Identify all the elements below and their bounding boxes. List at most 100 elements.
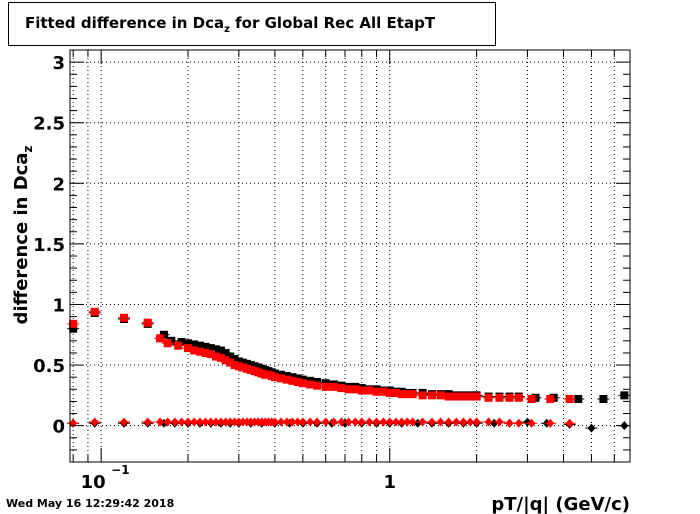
- data-point: [90, 417, 99, 427]
- data-point: [156, 334, 165, 343]
- data-point: [546, 394, 555, 403]
- data-point: [436, 417, 445, 427]
- data-point: [379, 417, 388, 427]
- data-point: [156, 417, 165, 427]
- data-point: [234, 362, 243, 371]
- data-point: [385, 417, 394, 427]
- data-point: [163, 339, 172, 348]
- x-tick-label-exponent: −1: [111, 463, 129, 477]
- data-point: [505, 393, 514, 402]
- data-point: [184, 417, 193, 427]
- data-point: [565, 418, 574, 428]
- data-point: [143, 417, 152, 427]
- y-tick-label: 2: [52, 174, 65, 195]
- data-point: [184, 339, 193, 348]
- data-point: [444, 417, 453, 427]
- data-point: [277, 374, 286, 383]
- data-point: [190, 346, 199, 355]
- data-point: [90, 307, 99, 316]
- data-point: [201, 342, 210, 351]
- data-point: [337, 384, 346, 393]
- data-point: [365, 417, 374, 427]
- data-point: [230, 355, 239, 363]
- data-point: [527, 394, 536, 403]
- data-point: [514, 393, 523, 402]
- data-point: [293, 378, 302, 387]
- data-point: [221, 356, 230, 365]
- data-point: [195, 347, 204, 356]
- data-point: [408, 390, 417, 399]
- data-point: [459, 417, 468, 427]
- y-tick-label: 2.5: [33, 114, 65, 135]
- grid-lines: [70, 50, 630, 462]
- data-point: [527, 418, 536, 428]
- data-point: [574, 394, 583, 403]
- data-point: [270, 417, 279, 427]
- data-point: [270, 373, 279, 382]
- data-point: [306, 380, 315, 389]
- data-point: [119, 313, 128, 322]
- data-point: [565, 394, 574, 403]
- y-tick-label: 1.5: [33, 235, 65, 256]
- data-point: [211, 352, 220, 361]
- data-point: [546, 418, 555, 428]
- data-point: [365, 386, 374, 395]
- chart-title: Fitted difference in Dcaz for Global Rec…: [25, 14, 435, 35]
- data-point: [505, 418, 514, 428]
- data-point: [391, 388, 400, 397]
- data-point: [206, 344, 215, 353]
- data-point: [206, 350, 215, 359]
- title-main: Fitted difference in Dca: [25, 14, 225, 32]
- data-point: [351, 417, 360, 427]
- data-point: [313, 417, 322, 427]
- data-point: [306, 417, 315, 427]
- data-point: [143, 318, 152, 327]
- data-point: [351, 385, 360, 394]
- data-point: [313, 381, 322, 390]
- data-point: [234, 357, 243, 366]
- x-axis-label: pT/|q| (GeV/c): [491, 494, 630, 514]
- data-point: [190, 340, 199, 349]
- y-tick-label: 0.5: [33, 356, 65, 377]
- data-point: [298, 379, 307, 388]
- data-point: [357, 417, 366, 427]
- data-point: [221, 348, 230, 357]
- data-point: [495, 393, 504, 402]
- data-point: [216, 346, 225, 355]
- data-point: [211, 345, 220, 354]
- data-point: [321, 382, 330, 391]
- timestamp: Wed May 16 12:29:42 2018: [6, 497, 175, 510]
- data-point: [466, 392, 475, 401]
- data-point: [452, 417, 461, 427]
- data-point: [599, 394, 608, 403]
- data-point: [298, 417, 307, 427]
- data-point: [472, 417, 481, 427]
- data-point: [288, 376, 297, 385]
- data-point: [372, 387, 381, 396]
- data-point: [587, 423, 596, 433]
- data-point: [379, 387, 388, 396]
- data-point: [337, 417, 346, 427]
- data-point: [184, 344, 193, 353]
- data-point: [418, 417, 427, 427]
- data-point: [344, 417, 353, 427]
- data-point: [490, 418, 499, 428]
- data-point: [620, 391, 629, 400]
- data-point: [344, 385, 353, 394]
- data-point: [452, 392, 461, 401]
- data-point: [201, 348, 210, 357]
- data-point: [321, 417, 330, 427]
- x-tick-label: 10: [81, 472, 106, 493]
- data-point: [514, 418, 523, 428]
- data-point: [495, 417, 504, 427]
- axis-ticks: [70, 49, 630, 463]
- data-point: [444, 392, 453, 401]
- title-box: Fitted difference in Dcaz for Global Rec…: [8, 2, 496, 46]
- data-point: [385, 388, 394, 397]
- data-point: [472, 392, 481, 401]
- data-point: [163, 417, 172, 427]
- y-tick-label: 1: [52, 295, 65, 316]
- data-point: [226, 352, 235, 361]
- data-point: [216, 353, 225, 362]
